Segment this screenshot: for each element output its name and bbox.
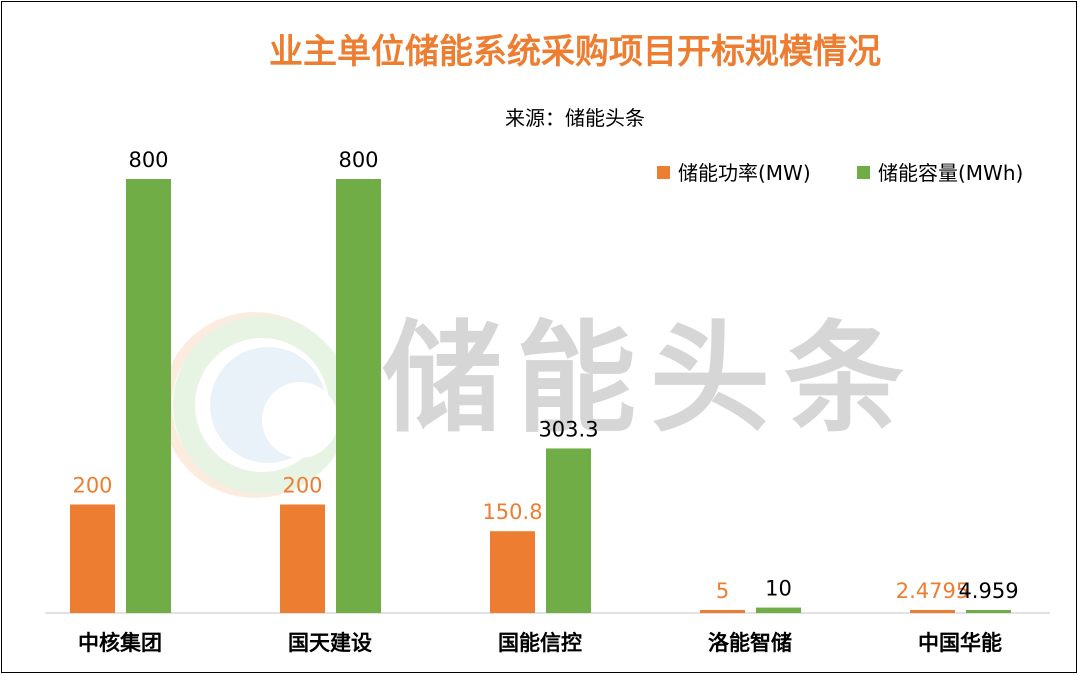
- legend-label-capacity: 储能容量(MWh): [878, 161, 1023, 185]
- bar-power-0: [70, 504, 115, 613]
- bar-power-3: [700, 610, 745, 613]
- legend: 储能功率(MW) 储能容量(MWh): [657, 161, 1023, 185]
- legend-label-power: 储能功率(MW): [678, 161, 811, 185]
- data-label-capacity-3: 10: [765, 577, 792, 601]
- x-tick-label-0: 中核集团: [78, 631, 162, 655]
- bar-capacity-2: [546, 448, 591, 613]
- watermark-logo-icon: [162, 312, 351, 498]
- data-label-capacity-1: 800: [338, 148, 378, 172]
- data-label-power-4: 2.4795: [896, 579, 969, 603]
- data-label-power-1: 200: [282, 474, 322, 498]
- data-label-capacity-4: 4.959: [958, 579, 1018, 603]
- data-label-power-2: 150.8: [482, 500, 542, 524]
- x-tick-label-4: 中国华能: [918, 631, 1002, 655]
- x-tick-label-3: 洛能智储: [708, 631, 792, 655]
- bar-capacity-3: [756, 607, 801, 613]
- legend-swatch-capacity: [857, 166, 870, 179]
- chart-title: 业主单位储能系统采购项目开标规模情况: [269, 32, 881, 72]
- legend-swatch-power: [657, 166, 670, 179]
- x-tick-label-2: 国能信控: [498, 631, 582, 655]
- bar-power-4: [910, 610, 955, 613]
- bar-capacity-0: [126, 179, 171, 613]
- chart-subtitle: 来源：储能头条: [505, 106, 645, 130]
- bar-power-1: [280, 504, 325, 613]
- bar-capacity-1: [336, 179, 381, 613]
- bar-power-2: [490, 531, 535, 613]
- x-tick-label-1: 国天建设: [288, 631, 372, 655]
- data-label-power-0: 200: [72, 474, 112, 498]
- data-label-power-3: 5: [716, 579, 729, 603]
- watermark-text: 储能头条: [382, 310, 918, 449]
- bar-capacity-4: [966, 610, 1011, 613]
- data-label-capacity-0: 800: [128, 148, 168, 172]
- data-label-capacity-2: 303.3: [538, 417, 598, 441]
